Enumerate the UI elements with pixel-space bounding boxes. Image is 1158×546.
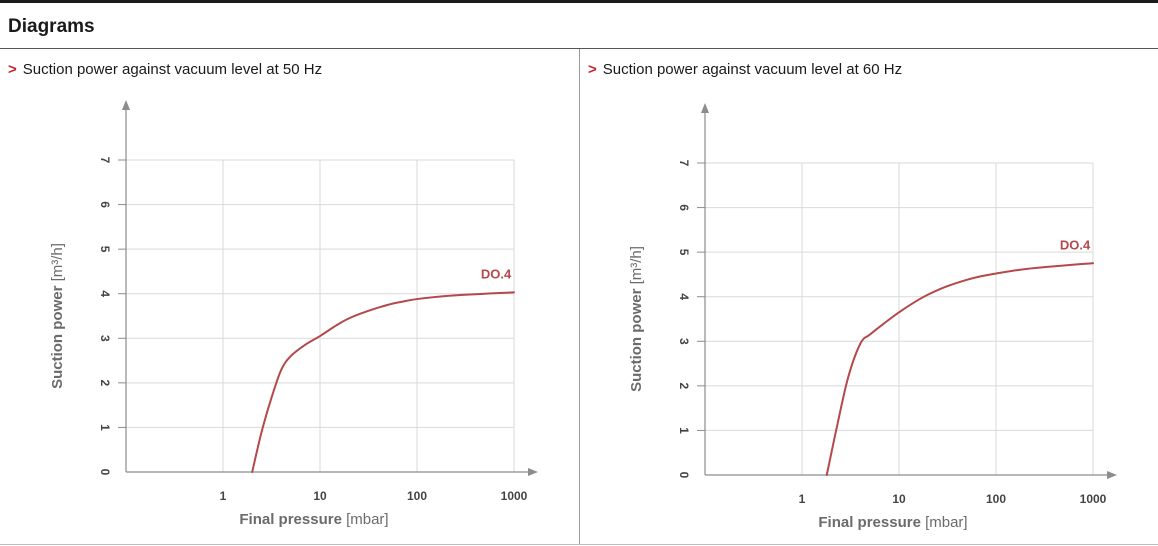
y-axis-title: Suction power [m³/h]	[49, 243, 66, 389]
y-tick-label: 2	[677, 383, 691, 390]
chart-panel-50hz: > Suction power against vacuum level at 5…	[0, 49, 579, 544]
x-tick-label: 100	[986, 492, 1006, 506]
chart-50hz: 0 1 2 3 4 5 6 7 1 10 100 1000 Final pressure [mbar] S…	[49, 100, 538, 528]
chart-title-60hz: Suction power against vacuum level at 60…	[602, 61, 903, 78]
y-tick-label: 4	[677, 293, 691, 300]
y-tick-label: 5	[98, 246, 112, 253]
title-rule	[0, 48, 1158, 49]
y-tick-label: 1	[98, 424, 112, 431]
x-tick-label: 1000	[501, 489, 528, 503]
y-tick-label: 6	[98, 201, 112, 208]
x-axis-title: Final pressure [mbar]	[239, 511, 388, 528]
x-tick-label: 100	[407, 489, 427, 503]
y-axis-arrow-icon	[122, 100, 130, 110]
y-tick-label: 3	[98, 335, 112, 342]
chevron-right-icon: >	[8, 61, 17, 78]
y-axis-title: Suction power [m³/h]	[628, 246, 645, 392]
y-tick-label: 1	[677, 427, 691, 434]
top-rule	[0, 0, 1158, 3]
chart-heading-60hz: > Suction power against vacuum level at 6…	[588, 61, 902, 78]
panel-divider	[579, 49, 580, 544]
x-axis-title: Final pressure [mbar]	[818, 514, 967, 531]
y-tick-label: 2	[98, 380, 112, 387]
x-tick-label: 1000	[1080, 492, 1107, 506]
x-tick-label: 10	[892, 492, 906, 506]
y-tick-label: 0	[98, 469, 112, 476]
y-tick-label: 3	[677, 338, 691, 345]
y-tick-label: 6	[677, 204, 691, 211]
y-axis-arrow-icon	[701, 103, 709, 113]
y-tick-label: 7	[677, 160, 691, 167]
chevron-right-icon: >	[588, 61, 597, 78]
series-label: DO.4	[481, 266, 512, 281]
x-axis-arrow-icon	[1107, 471, 1117, 479]
x-tick-label: 1	[220, 489, 227, 503]
series-line-do-4	[251, 291, 515, 473]
chart-title-50hz: Suction power against vacuum level at 50…	[22, 61, 323, 78]
chart-panel-60hz: > Suction power against vacuum level at 6…	[580, 49, 1158, 544]
y-tick-label: 7	[98, 157, 112, 164]
y-tick-label: 4	[98, 290, 112, 297]
x-tick-label: 10	[313, 489, 327, 503]
chart-heading-50hz: > Suction power against vacuum level at 5…	[8, 61, 322, 78]
y-tick-label: 5	[677, 249, 691, 256]
series-label: DO.4	[1060, 237, 1091, 252]
series-line-do-4	[825, 262, 1094, 476]
chart-60hz: 0 1 2 3 4 5 6 7 1 10 100 1000 Final pressure [mbar] S…	[628, 103, 1117, 531]
bottom-rule	[0, 544, 1158, 545]
x-axis-arrow-icon	[528, 468, 538, 476]
x-tick-label: 1	[799, 492, 806, 506]
y-tick-label: 0	[677, 472, 691, 479]
section-title: Diagrams	[8, 16, 95, 37]
